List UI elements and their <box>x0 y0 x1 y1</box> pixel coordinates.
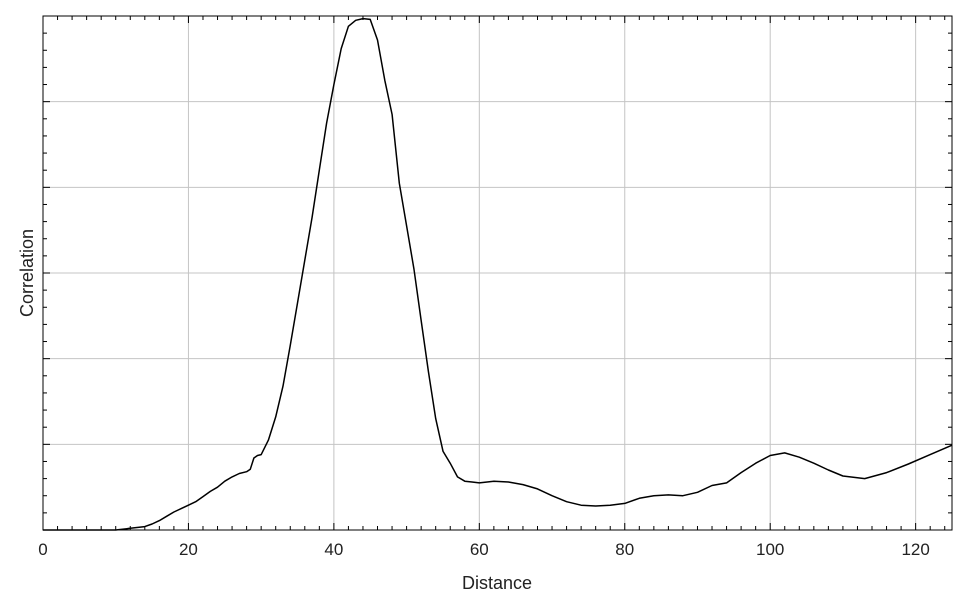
x-tick-label: 20 <box>179 540 198 559</box>
y-axis-label: Correlation <box>17 229 37 317</box>
axis-ticks <box>42 15 952 531</box>
x-axis-label: Distance <box>462 573 532 593</box>
x-tick-label: 80 <box>615 540 634 559</box>
x-tick-labels: 0 20 40 60 80 100 120 <box>38 540 930 559</box>
x-tick-label: 60 <box>470 540 489 559</box>
grid <box>43 16 952 530</box>
x-tick-label: 0 <box>38 540 47 559</box>
x-tick-label: 100 <box>756 540 784 559</box>
x-tick-label: 40 <box>324 540 343 559</box>
x-tick-label: 120 <box>901 540 929 559</box>
correlation-line <box>43 17 953 531</box>
